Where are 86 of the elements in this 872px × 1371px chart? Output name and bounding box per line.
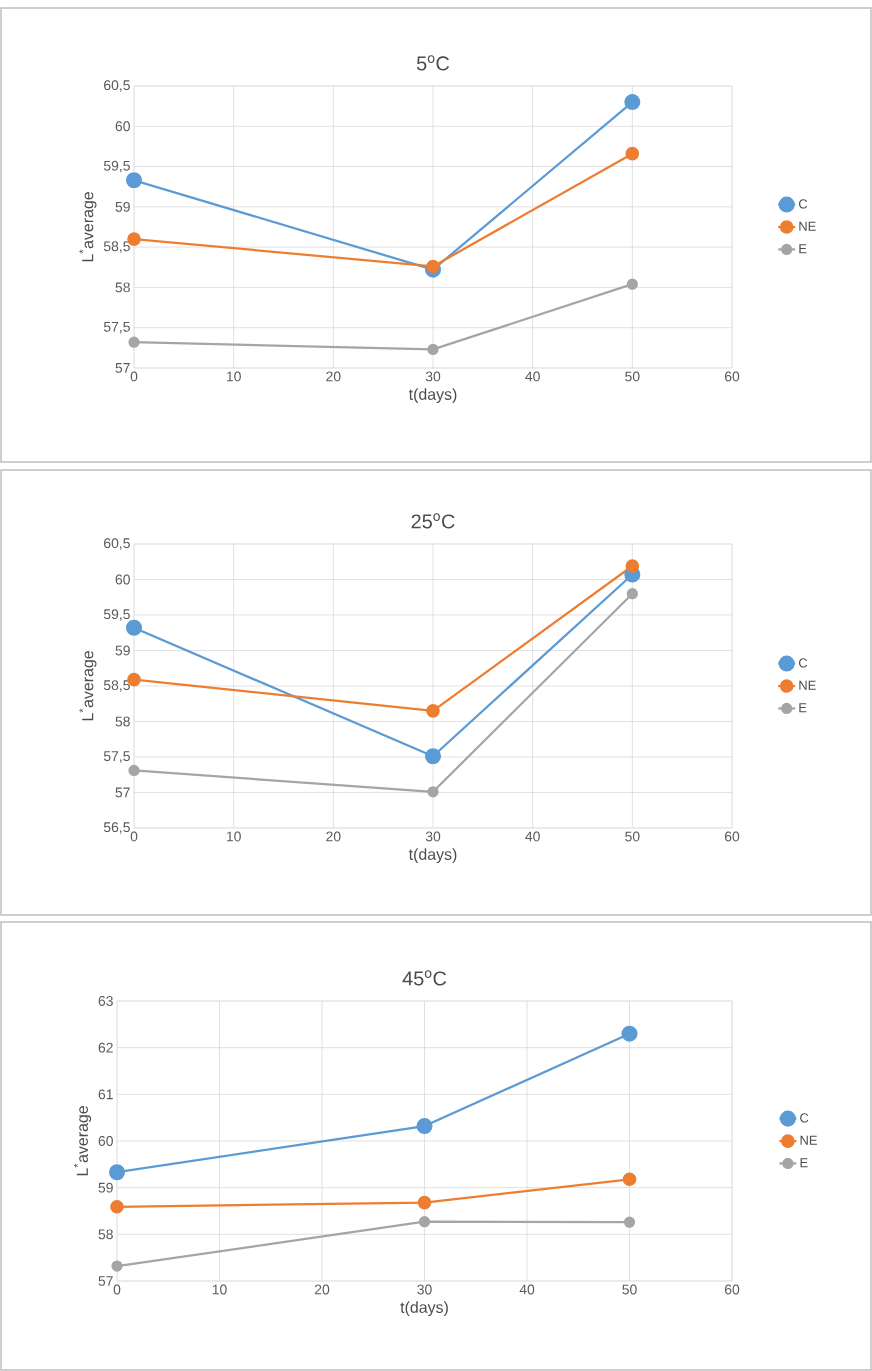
x-tick-label: 0 bbox=[113, 1284, 121, 1295]
y-tick-label: 58,5 bbox=[103, 680, 130, 692]
point bbox=[108, 1164, 126, 1181]
point bbox=[625, 559, 640, 573]
x-tick-label: 60 bbox=[724, 1284, 740, 1295]
point bbox=[626, 278, 638, 290]
x-axis-title: t(days) bbox=[408, 848, 457, 864]
x-axis-title: t(days) bbox=[408, 388, 457, 404]
point bbox=[125, 172, 143, 189]
point bbox=[623, 1216, 636, 1228]
y-tick-label: 58 bbox=[115, 282, 130, 293]
x-tick-label: 50 bbox=[622, 1284, 637, 1295]
legend-label: C bbox=[798, 658, 808, 668]
point bbox=[418, 1216, 431, 1228]
x-tick-label: 20 bbox=[326, 371, 341, 382]
legend-label: E bbox=[800, 1158, 808, 1168]
y-tick-label: 59,5 bbox=[103, 609, 130, 621]
point bbox=[427, 343, 439, 356]
y-tick-label: 58 bbox=[98, 1229, 113, 1240]
y-axis-title: L$^{*}$average bbox=[79, 192, 97, 262]
y-tick-label: 60,5 bbox=[104, 538, 130, 550]
y-tick-label: 61 bbox=[98, 1089, 113, 1100]
x-tick-label: 30 bbox=[425, 371, 441, 382]
y-tick-label: 60 bbox=[98, 1136, 113, 1146]
y-tick-label: 62 bbox=[98, 1042, 113, 1053]
y-tick-label: 56,5 bbox=[103, 822, 130, 834]
point bbox=[426, 259, 440, 274]
x-tick-label: 60 bbox=[724, 371, 740, 382]
x-tick-label: 20 bbox=[314, 1284, 330, 1295]
x-tick-label: 40 bbox=[525, 371, 540, 382]
point bbox=[622, 1172, 637, 1187]
y-tick-label: 59 bbox=[115, 201, 130, 212]
y-tick-label: 60 bbox=[115, 121, 130, 132]
legend-label: NE bbox=[799, 221, 816, 231]
x-tick-label: 30 bbox=[425, 831, 441, 842]
x-tick-label: 60 bbox=[724, 831, 740, 842]
x-tick-label: 10 bbox=[226, 831, 241, 842]
point bbox=[621, 1025, 638, 1042]
chart-title: 5$^{o}$C bbox=[416, 55, 450, 71]
point bbox=[110, 1199, 124, 1214]
chart-title: 25$^{o}$C bbox=[411, 513, 455, 529]
point bbox=[128, 336, 140, 348]
point bbox=[111, 1260, 123, 1272]
x-tick-label: 10 bbox=[226, 371, 241, 382]
point bbox=[624, 94, 641, 111]
y-tick-label: 58,5 bbox=[103, 241, 130, 253]
point bbox=[417, 1195, 432, 1210]
x-tick-label: 10 bbox=[212, 1284, 227, 1295]
x-tick-label: 50 bbox=[625, 831, 640, 842]
y-tick-label: 58 bbox=[115, 716, 130, 727]
legend-label: E bbox=[799, 703, 807, 713]
y-tick-label: 63 bbox=[98, 996, 113, 1006]
point bbox=[625, 146, 640, 161]
y-tick-label: 59 bbox=[115, 645, 130, 656]
y-tick-label: 59 bbox=[98, 1182, 113, 1193]
x-tick-label: 40 bbox=[525, 831, 540, 842]
legend-label: C bbox=[800, 1113, 809, 1123]
y-tick-label: 57 bbox=[115, 787, 130, 798]
point bbox=[426, 704, 440, 718]
y-tick-label: 60,5 bbox=[104, 80, 130, 92]
x-axis-title: t(days) bbox=[400, 1301, 448, 1317]
y-tick-label: 60 bbox=[115, 574, 130, 585]
point bbox=[416, 1118, 433, 1135]
point bbox=[424, 748, 442, 765]
x-tick-label: 40 bbox=[519, 1284, 535, 1295]
y-tick-label: 57,5 bbox=[103, 751, 130, 763]
x-tick-label: 50 bbox=[625, 371, 640, 382]
legend-label: C bbox=[798, 199, 808, 209]
point bbox=[125, 619, 143, 636]
y-tick-label: 57 bbox=[98, 1276, 113, 1286]
y-tick-label: 57,5 bbox=[103, 322, 130, 334]
y-axis-title: L$^{*}$average bbox=[79, 651, 97, 721]
legend-label: E bbox=[799, 244, 807, 254]
y-axis-title: L$^{*}$average bbox=[73, 1106, 92, 1176]
chart-title: 45$^{o}$C bbox=[402, 970, 447, 986]
y-tick-label: 59,5 bbox=[103, 160, 130, 173]
x-tick-label: 30 bbox=[417, 1284, 432, 1295]
x-tick-label: 20 bbox=[326, 831, 341, 842]
x-tick-label: 0 bbox=[130, 371, 138, 382]
point bbox=[427, 786, 439, 798]
point bbox=[128, 764, 140, 777]
legend-label: NE bbox=[799, 680, 816, 690]
y-tick-label: 57 bbox=[115, 363, 130, 373]
point bbox=[626, 588, 638, 600]
legend-label: NE bbox=[800, 1135, 817, 1145]
x-tick-label: 0 bbox=[130, 831, 138, 842]
